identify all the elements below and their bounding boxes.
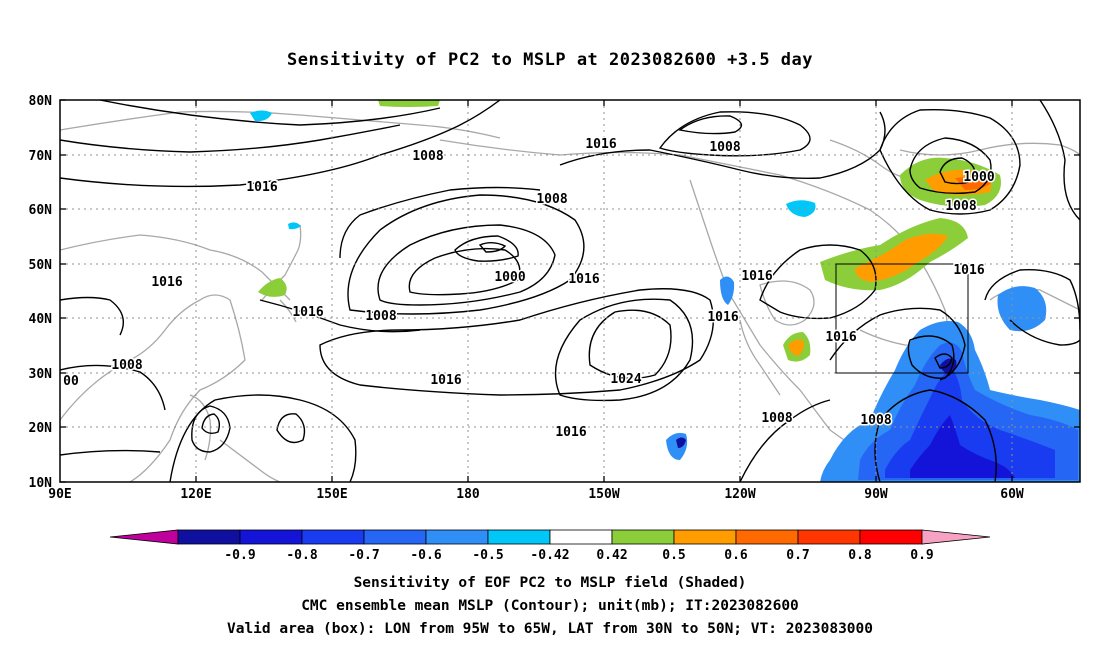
negative-region-hudson bbox=[786, 200, 816, 217]
negative-core-atlantic bbox=[910, 415, 1015, 478]
colorbar-swatch bbox=[425, 529, 489, 545]
contour-label: 1008 bbox=[709, 140, 740, 155]
colorbar-swatch bbox=[859, 529, 923, 545]
lat-label: 40N bbox=[29, 312, 53, 327]
contour-label: 1008 bbox=[761, 411, 792, 426]
contour-label: 1016 bbox=[430, 373, 461, 388]
contour-label: 1000 bbox=[494, 270, 525, 285]
colorbar-labels: -0.9 -0.8 -0.7 -0.6 -0.5 -0.42 0.42 0.5 0.6 0.7 0.… bbox=[224, 548, 933, 563]
contour-label: 1016 bbox=[707, 310, 738, 325]
contour-label: 1008 bbox=[945, 199, 976, 214]
contour-label: 1008 bbox=[111, 358, 142, 373]
contour-label: 00 bbox=[63, 374, 79, 389]
colorbar-label: -0.6 bbox=[410, 548, 441, 563]
negative-region-kamchatka bbox=[288, 222, 301, 230]
positive-region-japan bbox=[258, 278, 287, 297]
colorbar-swatch bbox=[797, 529, 861, 545]
latitude-labels: 80N 70N 60N 50N 40N 30N 20N 10N bbox=[29, 94, 53, 491]
caption-valid-area: Valid area (box): LON from 95W to 65W, L… bbox=[226, 621, 873, 637]
colorbar-label: -0.5 bbox=[472, 548, 503, 563]
colorbar-swatch bbox=[301, 529, 365, 545]
colorbar-label: 0.7 bbox=[786, 548, 809, 563]
axis-ticks bbox=[60, 99, 1080, 483]
positive-region-arctic bbox=[378, 100, 440, 107]
contour-label: 1016 bbox=[555, 425, 586, 440]
colorbar-arrow-max bbox=[921, 529, 991, 545]
longitude-labels: 90E 120E 150E 180 150W 120W 90W 60W bbox=[48, 487, 1024, 502]
contour-label: 1008 bbox=[860, 413, 891, 428]
colorbar bbox=[109, 529, 991, 545]
colorbar-label: 0.9 bbox=[910, 548, 933, 563]
lon-label: 90W bbox=[864, 487, 888, 502]
contour-label: 1016 bbox=[953, 263, 984, 278]
colorbar-swatch bbox=[177, 529, 241, 545]
lon-label: 120E bbox=[180, 487, 211, 502]
lon-label: 180 bbox=[456, 487, 480, 502]
map-frame bbox=[59, 99, 1081, 483]
colorbar-label: -0.42 bbox=[530, 548, 569, 563]
colorbar-label: 0.5 bbox=[662, 548, 685, 563]
valid-area-box bbox=[835, 263, 969, 374]
lat-label: 30N bbox=[29, 367, 53, 382]
contour-label: 1016 bbox=[151, 275, 182, 290]
map-title: Sensitivity of PC2 to MSLP at 2023082600… bbox=[286, 50, 813, 70]
caption-contour: CMC ensemble mean MSLP (Contour); unit(m… bbox=[301, 598, 799, 614]
lat-label: 60N bbox=[29, 203, 53, 218]
mslp-contours bbox=[60, 100, 1080, 482]
contour-label: 1016 bbox=[292, 305, 323, 320]
negative-region-arctic bbox=[250, 110, 272, 122]
lat-label: 70N bbox=[29, 149, 53, 164]
lon-label: 150E bbox=[316, 487, 347, 502]
lat-label: 50N bbox=[29, 258, 53, 273]
contour-label: 1008 bbox=[412, 149, 443, 164]
lon-label: 120W bbox=[724, 487, 755, 502]
lon-label: 150W bbox=[588, 487, 619, 502]
contour-label: 1016 bbox=[568, 272, 599, 287]
colorbar-swatch bbox=[673, 529, 737, 545]
contour-label: 1016 bbox=[741, 269, 772, 284]
colorbar-swatch bbox=[611, 529, 675, 545]
colorbar-label: 0.42 bbox=[596, 548, 627, 563]
colorbar-swatch bbox=[239, 529, 303, 545]
contour-labels: 1008 1016 1008 1000 1008 1016 1008 1016 … bbox=[62, 136, 997, 442]
colorbar-swatch bbox=[549, 529, 613, 545]
caption-shading: Sensitivity of EOF PC2 to MSLP field (Sh… bbox=[353, 575, 747, 591]
negative-center-cuba bbox=[676, 437, 686, 448]
lat-label: 80N bbox=[29, 94, 53, 109]
colorbar-label: -0.7 bbox=[348, 548, 379, 563]
lat-label: 20N bbox=[29, 421, 53, 436]
lon-label: 60W bbox=[1000, 487, 1024, 502]
lat-label: 10N bbox=[29, 476, 53, 491]
colorbar-swatch bbox=[735, 529, 799, 545]
shaded-sensitivity bbox=[250, 100, 1080, 482]
negative-region-westcoast bbox=[720, 276, 735, 305]
contour-label: 1024 bbox=[610, 372, 641, 387]
colorbar-label: -0.9 bbox=[224, 548, 255, 563]
contour-label: 1008 bbox=[536, 192, 567, 207]
lon-label: 90E bbox=[48, 487, 71, 502]
contour-label: 1016 bbox=[825, 330, 856, 345]
colorbar-label: 0.6 bbox=[724, 548, 748, 563]
colorbar-swatch bbox=[487, 529, 551, 545]
contour-label: 1000 bbox=[963, 170, 994, 185]
colorbar-arrow-min bbox=[109, 529, 179, 545]
graticule bbox=[60, 100, 1080, 482]
colorbar-label: 0.8 bbox=[848, 548, 872, 563]
contour-label: 1008 bbox=[365, 309, 396, 324]
contour-label: 1016 bbox=[246, 180, 277, 195]
colorbar-label: -0.8 bbox=[286, 548, 317, 563]
positive-core-canada bbox=[855, 233, 948, 282]
colorbar-swatch bbox=[363, 529, 427, 545]
negative-region-newfoundland bbox=[997, 286, 1047, 332]
contour-label: 1016 bbox=[585, 137, 616, 152]
positive-core-mexico bbox=[788, 339, 804, 356]
